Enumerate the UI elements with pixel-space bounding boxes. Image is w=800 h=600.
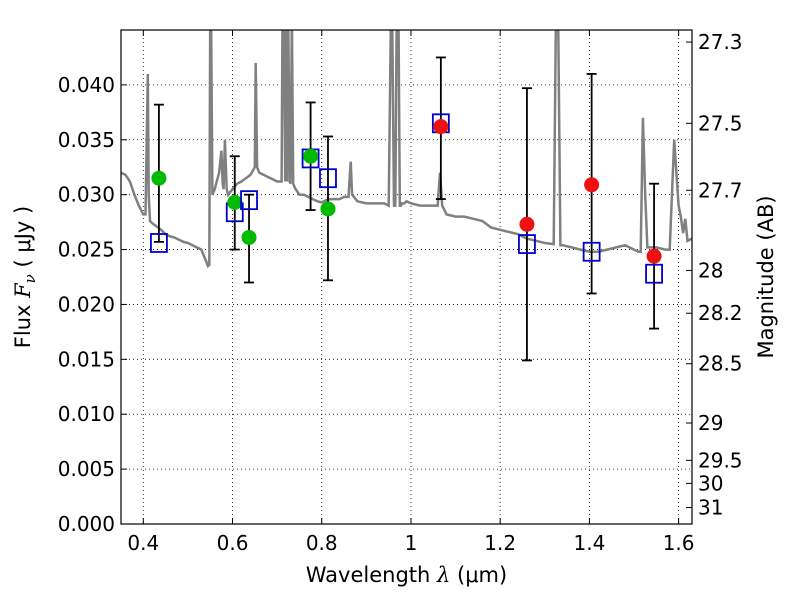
x-tick-label: 0.6: [217, 531, 249, 555]
observed-green-point: [151, 170, 167, 186]
y-axis-label: Flux Fν ( μJy ): [11, 206, 39, 348]
x-tick-label: 1: [405, 531, 418, 555]
y2-tick-label: 28.2: [698, 301, 743, 325]
y-tick-label: 0.015: [58, 347, 115, 371]
y2-tick-label: 29: [698, 411, 723, 435]
y-tick-label: 0.030: [58, 183, 115, 207]
model-spectrum-line: [121, 30, 692, 269]
y-tick-label: 0.000: [58, 512, 115, 536]
y-tick-label: 0.035: [58, 128, 115, 152]
model-square-marker: [518, 234, 536, 254]
y2-tick-label: 27.5: [698, 111, 743, 135]
model-square-marker: [645, 263, 663, 284]
y2-tick-label: 31: [698, 496, 723, 520]
x-tick-label: 0.4: [127, 531, 159, 555]
y2-tick-label: 27.7: [698, 178, 743, 202]
observed-green-point: [227, 194, 243, 210]
observed-green-point: [303, 148, 319, 164]
y2-axis-label: Magnitude (AB): [754, 195, 778, 358]
x-tick-label: 0.8: [306, 531, 338, 555]
observed-green-point: [241, 229, 257, 245]
plot-frame: [120, 29, 693, 525]
model-square-marker: [150, 233, 168, 253]
observed-red-point: [584, 177, 600, 193]
model-square-marker: [319, 168, 337, 189]
y-tick-label: 0.005: [58, 457, 115, 481]
x-axis-label: Wavelength λ (μm): [306, 563, 507, 587]
model-spectrum-layer: [121, 30, 692, 269]
observed-red-point: [519, 216, 535, 232]
grid-lines: [121, 30, 692, 524]
y-tick-label: 0.040: [58, 73, 115, 97]
y-tick-label: 0.025: [58, 238, 115, 262]
y2-tick-label: 28.5: [698, 352, 743, 376]
model-square-marker: [240, 190, 258, 211]
observed-red-point: [433, 119, 449, 135]
errorbar-layer: [153, 56, 660, 362]
marker-layer: [150, 113, 663, 284]
y-tick-label: 0.010: [58, 402, 115, 426]
y-tick-label: 0.020: [58, 292, 115, 316]
x-tick-label: 1.2: [484, 531, 516, 555]
y2-tick-label: 29.5: [698, 448, 743, 472]
y2-tick-label: 30: [698, 471, 723, 495]
x-tick-label: 1.4: [573, 531, 605, 555]
y2-tick-label: 27.3: [698, 30, 743, 54]
x-tick-label: 1.6: [663, 531, 695, 555]
tick-layer: 0.4 0.6 0.8 1 1.2 1.4 1.6 0.000 0.005 0.010 0.015 0…: [58, 30, 743, 555]
model-square-marker: [582, 241, 601, 262]
y2-tick-label: 28: [698, 258, 723, 282]
observed-green-point: [320, 201, 336, 217]
observed-red-point: [646, 248, 662, 264]
